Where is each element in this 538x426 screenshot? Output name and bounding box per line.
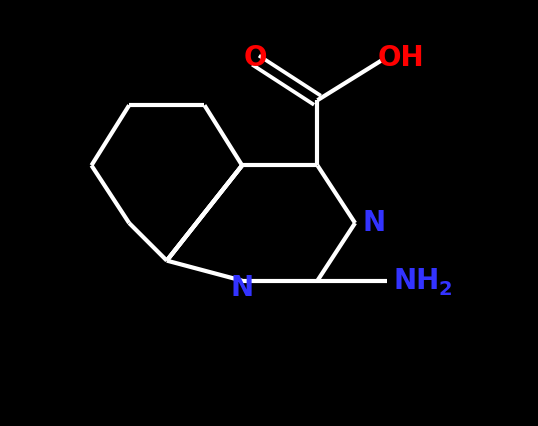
- Text: O: O: [244, 43, 267, 72]
- Text: OH: OH: [378, 43, 424, 72]
- Text: 2: 2: [438, 280, 452, 299]
- Text: NH: NH: [394, 267, 440, 295]
- Text: N: N: [363, 209, 385, 237]
- Text: N: N: [231, 274, 253, 302]
